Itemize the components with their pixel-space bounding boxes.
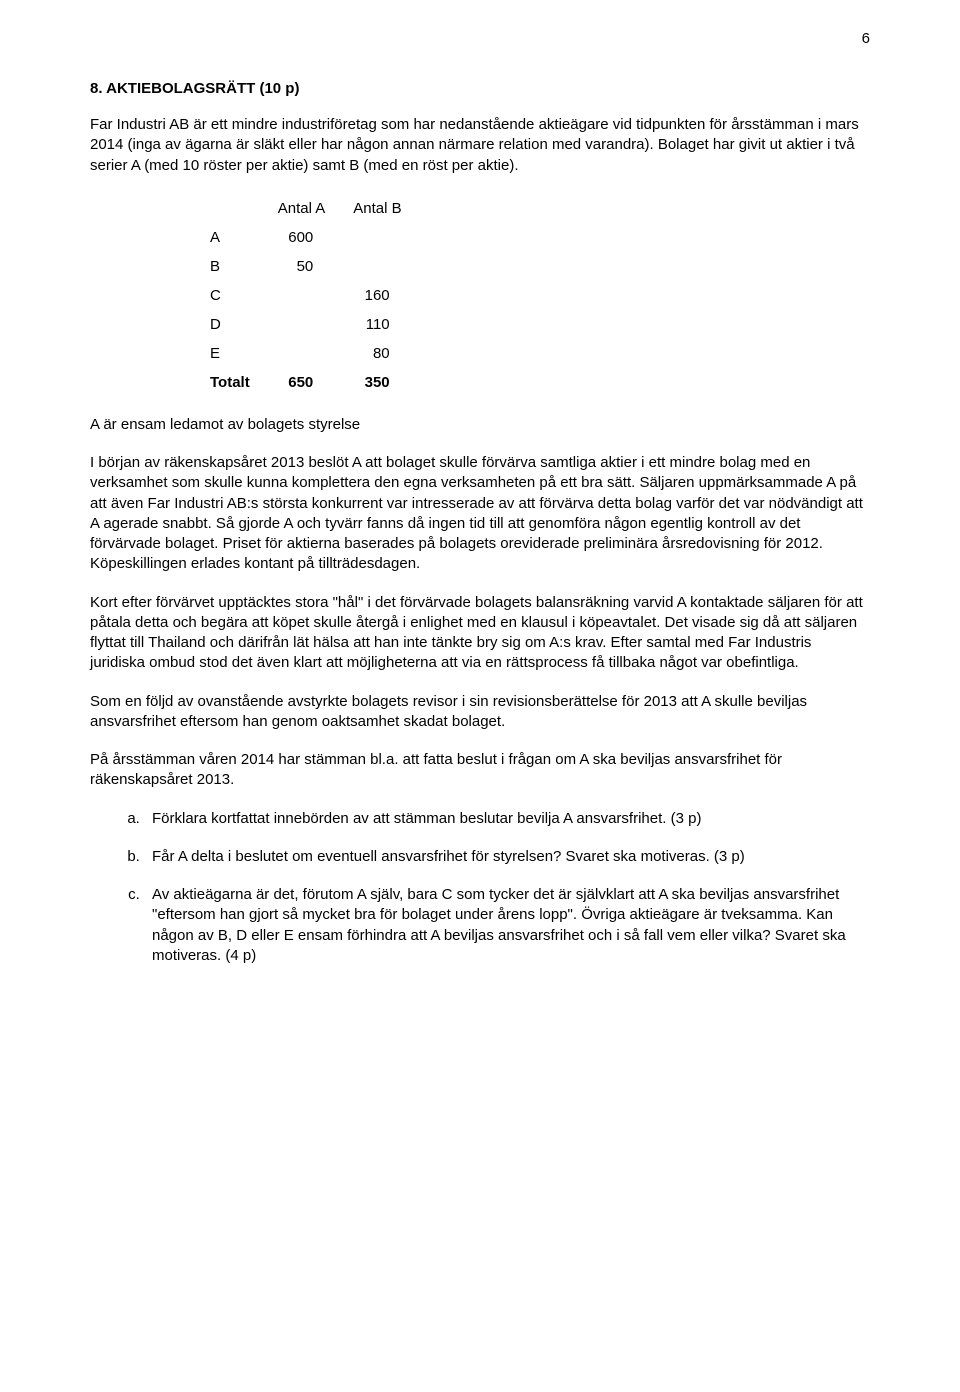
table-row: A 600 xyxy=(210,223,430,252)
row-b: 80 xyxy=(353,339,429,368)
row-label: A xyxy=(210,223,278,252)
table-total-row: Totalt 650 350 xyxy=(210,368,430,397)
body-paragraph-3: Som en följd av ovanstående avstyrkte bo… xyxy=(90,692,870,733)
total-a: 650 xyxy=(278,368,354,397)
row-b xyxy=(353,223,429,252)
table-header-row: Antal A Antal B xyxy=(210,194,430,223)
row-b: 160 xyxy=(353,281,429,310)
intro-paragraph: Far Industri AB är ett mindre industrifö… xyxy=(90,115,870,176)
body-paragraph-2: Kort efter förvärvet upptäcktes stora "h… xyxy=(90,593,870,674)
question-c: Av aktieägarna är det, förutom A själv, … xyxy=(144,885,870,966)
question-list: Förklara kortfattat innebörden av att st… xyxy=(90,809,870,967)
row-a xyxy=(278,339,354,368)
section-heading: 8. AKTIEBOLAGSRÄTT (10 p) xyxy=(90,80,870,97)
total-label: Totalt xyxy=(210,368,278,397)
table-header-blank xyxy=(210,194,278,223)
row-label: B xyxy=(210,252,278,281)
table-row: C 160 xyxy=(210,281,430,310)
table-header-antal-b: Antal B xyxy=(353,194,429,223)
row-b xyxy=(353,252,429,281)
row-label: D xyxy=(210,310,278,339)
page-number: 6 xyxy=(862,30,870,47)
table-header-antal-a: Antal A xyxy=(278,194,354,223)
row-a: 600 xyxy=(278,223,354,252)
shareholder-table: Antal A Antal B A 600 B 50 C 160 D 110 E… xyxy=(210,194,430,397)
row-label: E xyxy=(210,339,278,368)
document-page: 6 8. AKTIEBOLAGSRÄTT (10 p) Far Industri… xyxy=(0,0,960,1392)
row-b: 110 xyxy=(353,310,429,339)
question-b: Får A delta i beslutet om eventuell ansv… xyxy=(144,847,870,867)
body-paragraph-4: På årsstämman våren 2014 har stämman bl.… xyxy=(90,750,870,791)
row-a xyxy=(278,281,354,310)
total-b: 350 xyxy=(353,368,429,397)
question-a: Förklara kortfattat innebörden av att st… xyxy=(144,809,870,829)
table-row: B 50 xyxy=(210,252,430,281)
row-label: C xyxy=(210,281,278,310)
after-table-line: A är ensam ledamot av bolagets styrelse xyxy=(90,415,870,435)
table-row: E 80 xyxy=(210,339,430,368)
row-a xyxy=(278,310,354,339)
body-paragraph-1: I början av räkenskapsåret 2013 beslöt A… xyxy=(90,453,870,575)
row-a: 50 xyxy=(278,252,354,281)
table-row: D 110 xyxy=(210,310,430,339)
